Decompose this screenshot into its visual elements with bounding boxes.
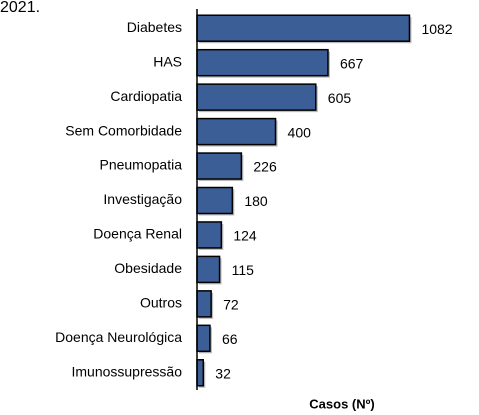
bar <box>196 117 277 146</box>
value-label: 72 <box>223 297 239 313</box>
bar <box>196 186 234 215</box>
bar <box>196 83 317 111</box>
value-label: 605 <box>328 90 352 106</box>
value-label: 226 <box>253 159 277 175</box>
bar <box>196 324 211 353</box>
y-tick-label: Pneumopatia <box>99 157 182 173</box>
value-label: 115 <box>232 262 255 278</box>
y-tick-label: Doença Neurológica <box>55 329 182 345</box>
x-axis-label: Casos (Nº) <box>309 396 374 411</box>
y-tick-label: Imunossupressão <box>71 363 182 379</box>
bar <box>196 255 221 284</box>
bar <box>196 14 411 42</box>
y-tick-label: Outros <box>140 295 182 311</box>
bar <box>196 48 329 77</box>
value-label: 180 <box>244 193 268 209</box>
y-tick-label: Doença Renal <box>93 226 182 242</box>
bar <box>196 290 212 318</box>
y-tick-label: HAS <box>153 53 182 69</box>
value-label: 400 <box>288 124 312 140</box>
y-tick-label: Investigação <box>103 191 182 207</box>
value-label: 32 <box>215 365 231 381</box>
value-label: 66 <box>222 331 238 347</box>
y-tick-label: Obesidade <box>114 260 182 276</box>
bar <box>196 152 243 180</box>
value-label: 667 <box>340 55 364 71</box>
y-tick-label: Cardiopatia <box>110 88 182 104</box>
bar <box>196 359 205 387</box>
value-label: 124 <box>233 228 257 244</box>
y-tick-label: Diabetes <box>127 19 182 35</box>
chart-title: 2021. <box>0 0 40 16</box>
value-label: 1082 <box>421 21 452 37</box>
bar <box>196 221 223 249</box>
y-tick-label: Sem Comorbidade <box>65 122 182 138</box>
